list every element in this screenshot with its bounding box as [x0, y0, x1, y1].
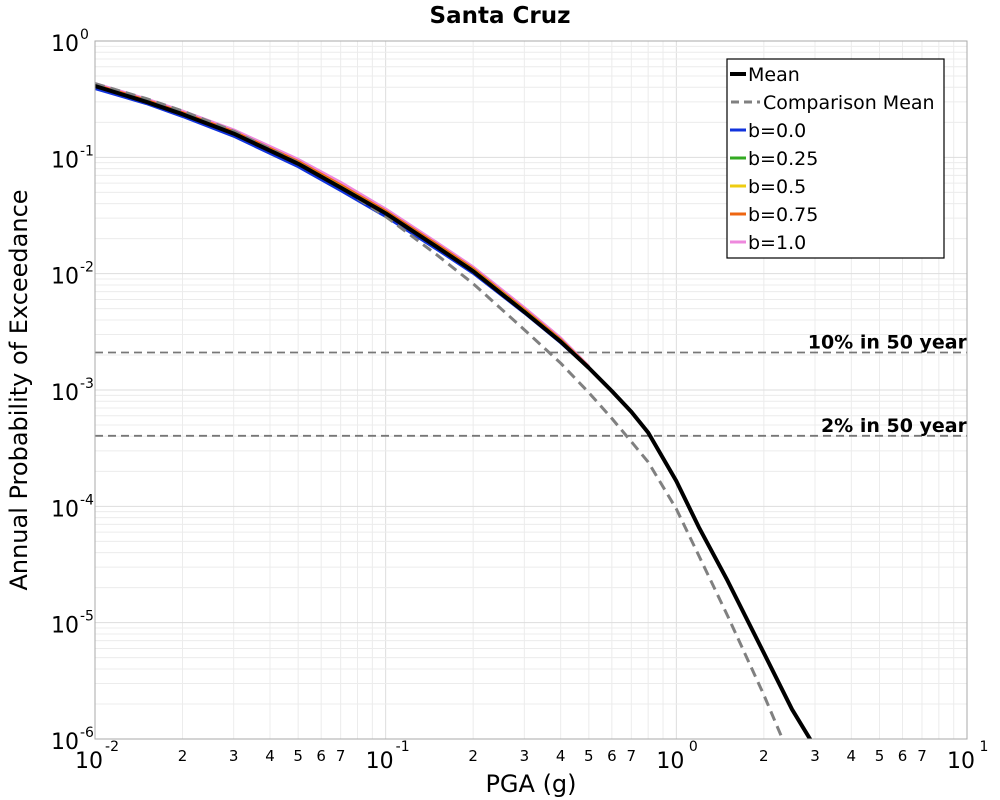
series-line-comparison-mean [95, 82, 785, 739]
legend-label: b=0.75 [748, 204, 818, 226]
reference-lines: 10% in 50 year 2% in 50 year [95, 332, 968, 437]
y-tick-label: 10 [51, 265, 79, 290]
y-tick-exponent: -3 [80, 376, 94, 392]
y-tick-exponent: -5 [80, 609, 94, 625]
x-minor-tick-label: 2 [759, 747, 769, 765]
y-tick-exponent: -2 [80, 260, 94, 276]
x-minor-tick-label: 4 [265, 747, 275, 765]
series-layer [95, 82, 813, 739]
reference-line-label: 2% in 50 year [821, 415, 968, 437]
legend-label: b=0.25 [748, 148, 818, 170]
y-tick-label: 10 [51, 381, 79, 406]
y-tick-label: 10 [51, 614, 79, 639]
x-minor-tick-label: 5 [293, 747, 303, 765]
y-tick-exponent: -4 [80, 492, 94, 508]
x-tick-exponent: -2 [105, 739, 119, 755]
series-line-mean [95, 84, 813, 739]
plot-frame [94, 40, 968, 740]
x-minor-tick-label: 4 [556, 747, 566, 765]
grid-layer [94, 41, 967, 740]
legend-label: Comparison Mean [763, 92, 935, 114]
y-tick-label: 10 [51, 497, 79, 522]
x-tick-exponent: -1 [396, 739, 410, 755]
x-axis-label: PGA (g) [485, 770, 576, 798]
legend-box [726, 58, 945, 259]
y-tick-exponent: -6 [80, 725, 94, 741]
x-minor-tick-label: 7 [917, 747, 927, 765]
x-minor-tick-label: 6 [607, 747, 617, 765]
y-tick-label: 10 [51, 730, 79, 755]
x-minor-tick-label: 6 [316, 747, 326, 765]
reference-line-label: 10% in 50 year [808, 332, 968, 354]
x-minor-tick-label: 7 [627, 747, 637, 765]
chart-title: Santa Cruz [430, 3, 571, 29]
x-tick-label: 10 [366, 749, 394, 774]
legend: Mean Comparison Mean b=0.0 b=0.25 b=0.5 b=0.7… [726, 58, 945, 259]
x-minor-tick-label: 3 [520, 747, 530, 765]
y-tick-label: 10 [51, 148, 79, 173]
x-minor-tick-label: 3 [810, 747, 820, 765]
x-tick-exponent: 1 [980, 739, 989, 755]
x-minor-tick-label: 6 [898, 747, 908, 765]
x-tick-label: 10 [656, 749, 684, 774]
legend-label: b=0.5 [748, 176, 806, 198]
y-tick-label: 10 [51, 32, 79, 57]
x-tick-label: 10 [947, 749, 975, 774]
legend-label: b=1.0 [748, 232, 806, 254]
legend-label: b=0.0 [748, 120, 806, 142]
x-minor-tick-label: 5 [875, 747, 885, 765]
x-minor-tick-label: 7 [336, 747, 346, 765]
y-axis-label: Annual Probability of Exceedance [5, 189, 33, 590]
x-tick-label: 10 [75, 749, 103, 774]
x-minor-tick-label: 4 [847, 747, 857, 765]
x-minor-tick-label: 3 [229, 747, 239, 765]
y-tick-exponent: -1 [80, 143, 94, 159]
legend-label: Mean [748, 64, 800, 86]
x-minor-tick-label: 2 [468, 747, 478, 765]
y-tick-exponent: 0 [80, 27, 89, 43]
x-tick-exponent: 0 [689, 739, 698, 755]
x-minor-tick-label: 5 [584, 747, 594, 765]
x-minor-tick-label: 2 [178, 747, 188, 765]
